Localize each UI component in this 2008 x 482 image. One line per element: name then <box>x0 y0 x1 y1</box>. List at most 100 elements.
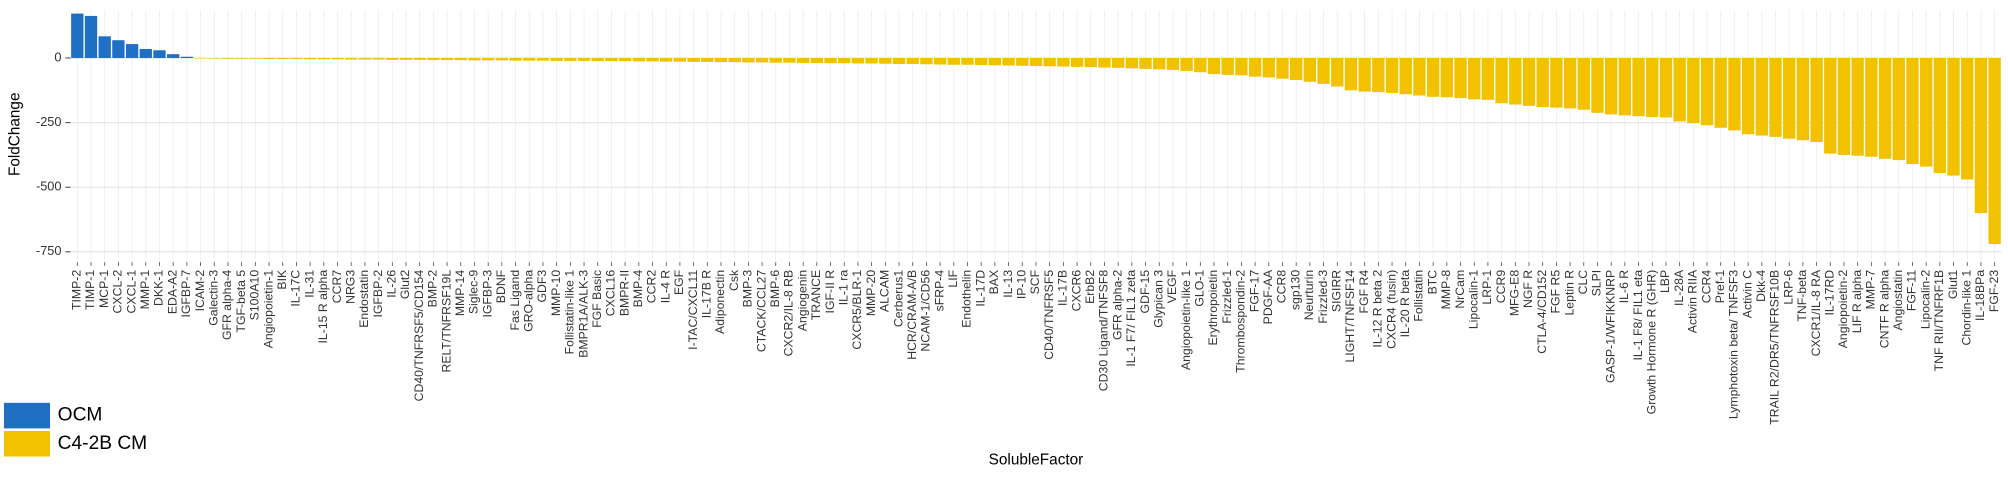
bar <box>1070 58 1084 67</box>
bar <box>1796 58 1810 141</box>
bar <box>1481 58 1495 100</box>
bar <box>1714 58 1727 128</box>
x-tick-label: Activin RIIA <box>1686 269 1700 333</box>
x-tick-label: IL-4 R <box>658 270 672 304</box>
bar <box>180 56 194 59</box>
bar <box>660 58 673 62</box>
bar <box>1413 58 1426 96</box>
legend-swatch <box>3 430 50 457</box>
x-tick-label: IGFBP-3 <box>480 270 494 318</box>
bar <box>1262 58 1275 78</box>
bar <box>290 58 303 60</box>
x-tick-label: IL-20 R beta <box>1398 270 1412 338</box>
x-tick-label: BMP-4 <box>631 270 645 308</box>
x-tick-label: NRG3 <box>343 270 357 304</box>
x-tick-label: Neurturin <box>1302 270 1316 321</box>
x-tick-label: EGF <box>672 270 686 295</box>
bar <box>399 58 413 60</box>
x-tick-label: Leptin R <box>1562 270 1576 316</box>
x-tick-label: GASP-1/WFIKKNRP <box>1603 270 1617 383</box>
x-tick-label: MMP-10 <box>549 270 563 317</box>
bar <box>714 58 728 63</box>
x-tick-label: CCR2 <box>645 270 659 304</box>
bar <box>1372 58 1385 93</box>
legend-label: OCM <box>58 405 103 426</box>
bar <box>440 58 454 61</box>
bar <box>1618 58 1632 116</box>
bar <box>1878 58 1892 159</box>
bar <box>1331 58 1344 87</box>
bar <box>221 58 235 59</box>
bar <box>1550 58 1563 108</box>
bar <box>1947 58 1960 176</box>
bar <box>276 58 289 60</box>
x-tick-label: IGFBP-2 <box>371 270 385 318</box>
x-tick-label: IL-17B R <box>700 270 714 319</box>
x-tick-label: Endostatin <box>357 270 371 328</box>
x-tick-label: GFR alpha-4 <box>220 270 234 340</box>
bar <box>1563 58 1577 109</box>
x-tick-label: Dkk-4 <box>1754 270 1768 302</box>
bar <box>1057 58 1070 67</box>
bar <box>1919 58 1933 167</box>
x-tick-label: SLPI <box>1590 270 1604 297</box>
x-tick-label: BMP-2 <box>426 270 440 308</box>
bar <box>1865 58 1878 157</box>
bar <box>1125 58 1138 69</box>
x-tick-label: ALCAM <box>878 270 892 312</box>
bar <box>1454 58 1467 99</box>
bar <box>1153 58 1166 70</box>
x-tick-label: sFRP-4 <box>932 270 946 312</box>
x-tick-label: VEGF <box>1165 270 1179 303</box>
x-tick-label: CXCL-1 <box>124 270 138 314</box>
bar <box>1317 58 1330 84</box>
x-tick-label: CXCR1/IL-8 RA <box>1809 269 1823 356</box>
bar <box>879 58 892 64</box>
x-tick-label: NCAM-1/CD56 <box>919 270 933 352</box>
bar <box>1933 58 1947 174</box>
bar <box>1536 58 1549 108</box>
bar <box>1426 58 1440 97</box>
x-tick-label: IL-13 <box>1001 270 1015 298</box>
x-tick-label: IL-17B <box>1056 270 1070 306</box>
x-tick-label: CNTF R alpha <box>1877 270 1891 349</box>
x-tick-label: BMPR1A/ALK-3 <box>576 270 590 358</box>
bar <box>1385 58 1399 93</box>
bar <box>71 13 84 59</box>
bar <box>632 58 645 62</box>
bar <box>413 58 426 60</box>
x-tick-label: TNF-beta <box>1795 270 1809 322</box>
bar <box>167 54 180 59</box>
bar <box>947 58 960 65</box>
x-tick-label: NrCam <box>1453 270 1467 309</box>
x-tick-label: IL-15 R alpha <box>316 270 330 344</box>
x-tick-label: IGFBP-7 <box>179 270 193 318</box>
x-tick-label: BMP-3 <box>741 270 755 308</box>
x-tick-label: Angiopoietin-1 <box>261 270 275 349</box>
legend-swatch <box>3 402 50 429</box>
bar <box>536 58 550 61</box>
bar <box>1509 58 1522 105</box>
bar <box>317 58 330 60</box>
bar <box>577 58 591 61</box>
x-tick-label: RELT/TNFRSF19L <box>439 270 453 373</box>
x-tick-label: Angiogenin <box>795 270 809 332</box>
legend-label: C4-2B CM <box>58 433 148 454</box>
x-tick-label: CLC <box>1576 270 1590 295</box>
bar <box>728 58 741 63</box>
x-tick-label: CD40/TNFRSF5/CD154 <box>412 270 426 402</box>
bar <box>153 50 166 59</box>
bar <box>1358 58 1371 92</box>
bar <box>1235 58 1248 76</box>
bar <box>605 58 618 62</box>
x-tick-label: LRP-6 <box>1781 270 1795 305</box>
bar <box>769 58 782 63</box>
x-tick-label: MMP-14 <box>453 270 467 317</box>
y-axis-label: FoldChange <box>7 93 24 177</box>
bar <box>235 58 248 59</box>
bar <box>1495 58 1508 104</box>
x-tick-label: BMP-6 <box>768 270 782 308</box>
bar <box>1988 58 2001 245</box>
bar <box>139 48 152 59</box>
